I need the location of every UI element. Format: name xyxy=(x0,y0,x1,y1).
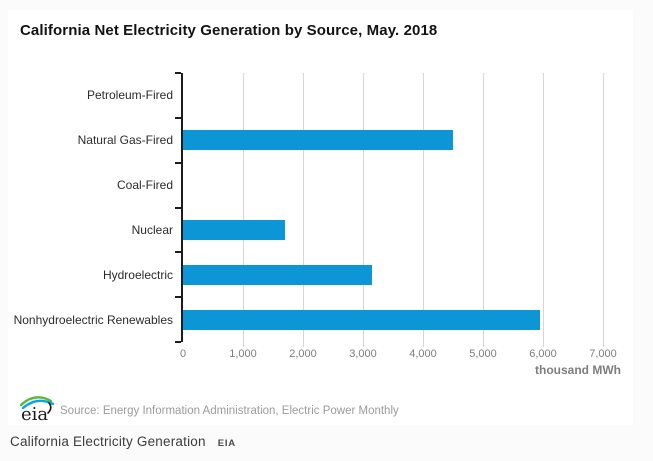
x-tick-label: 4,000 xyxy=(409,348,437,360)
category-label: Nonhydroelectric Renewables xyxy=(13,312,173,327)
caption-bar: California Electricity Generation EIA xyxy=(10,434,236,449)
gridline-1000 xyxy=(242,73,244,347)
gridline-5000 xyxy=(482,73,484,347)
caption-source-tag: EIA xyxy=(217,438,236,449)
y-axis-tick xyxy=(175,251,181,254)
x-tick-label: 3,000 xyxy=(349,348,377,360)
source-note: Source: Energy Information Administratio… xyxy=(60,405,399,417)
y-axis-tick xyxy=(175,206,181,209)
category-label: Petroleum-Fired xyxy=(86,88,173,103)
gridline-6000 xyxy=(542,73,544,347)
category-label: Nuclear xyxy=(131,222,173,237)
x-tick-label: 0 xyxy=(179,348,187,360)
x-tick-label: 6,000 xyxy=(529,348,557,360)
category-label: Coal-Fired xyxy=(116,178,173,193)
gridline-7000 xyxy=(602,73,604,347)
y-axis-tick xyxy=(175,161,181,164)
y-axis-tick xyxy=(175,341,181,343)
category-label: Natural Gas-Fired xyxy=(77,133,173,148)
gridline-2000 xyxy=(302,73,304,347)
y-axis-tick xyxy=(175,72,181,74)
bar-nonhydroelectric-renewables xyxy=(183,309,540,330)
bar-hydroelectric xyxy=(183,264,372,285)
y-axis-line xyxy=(181,73,183,342)
x-axis-title: thousand MWh xyxy=(535,363,621,377)
caption-title: California Electricity Generation xyxy=(10,434,206,449)
category-label: Hydroelectric xyxy=(102,267,173,282)
x-tick-label: 7,000 xyxy=(589,348,617,360)
x-tick-label: 2,000 xyxy=(289,348,317,360)
bar-natural-gas-fired xyxy=(183,130,453,151)
x-tick-label: 1,000 xyxy=(229,348,257,360)
chart-title: California Net Electricity Generation by… xyxy=(20,22,438,39)
y-axis-tick xyxy=(175,296,181,299)
eia-logo-text: eia xyxy=(21,404,48,424)
x-tick-label: 5,000 xyxy=(469,348,497,360)
eia-logo: eia xyxy=(19,396,55,424)
chart-card: California Net Electricity Generation by… xyxy=(8,10,633,425)
gridline-3000 xyxy=(362,73,364,347)
bar-nuclear xyxy=(183,219,285,240)
gridline-4000 xyxy=(422,73,424,347)
y-axis-tick xyxy=(175,116,181,119)
